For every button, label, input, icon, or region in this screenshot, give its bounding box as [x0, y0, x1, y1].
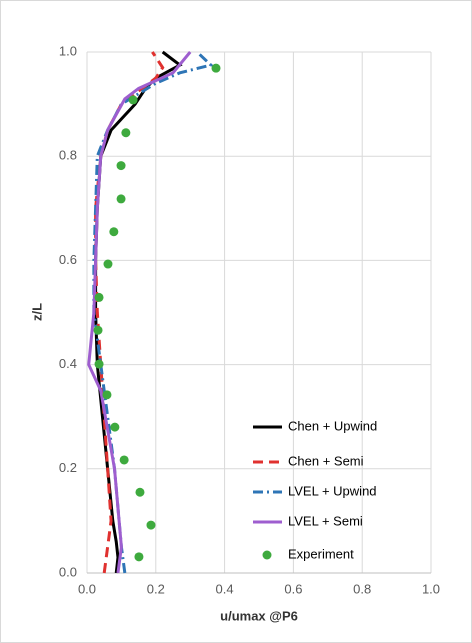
y-axis-title: z/L: [29, 303, 44, 321]
x-tick-label: 0.8: [353, 581, 371, 596]
legend-marker: [262, 550, 272, 560]
data-point: [119, 455, 129, 465]
data-point: [93, 325, 103, 335]
y-tick-label: 0.8: [59, 148, 77, 163]
data-point: [121, 128, 131, 138]
data-point: [146, 520, 156, 530]
data-point: [135, 487, 145, 497]
data-point: [109, 227, 119, 237]
x-axis-title: u/umax @P6: [220, 608, 298, 623]
data-point: [116, 194, 126, 204]
legend-label: Experiment: [288, 546, 354, 561]
y-tick-label: 0.4: [59, 356, 77, 371]
data-point: [134, 552, 144, 562]
x-tick-label: 0.6: [284, 581, 302, 596]
data-point: [110, 422, 120, 432]
series-line: [87, 51, 192, 574]
data-point: [94, 359, 104, 369]
x-tick-label: 0.4: [216, 581, 234, 596]
data-point: [211, 63, 221, 73]
data-point: [102, 390, 112, 400]
y-tick-label: 1.0: [59, 43, 77, 58]
x-tick-label: 1.0: [422, 581, 440, 596]
legend-label: Chen + Semi: [288, 453, 364, 468]
data-point: [94, 292, 104, 302]
data-point: [116, 161, 126, 171]
y-tick-label: 0.0: [59, 564, 77, 579]
data-point: [103, 259, 113, 269]
x-tick-label: 0.2: [147, 581, 165, 596]
x-tick-label: 0.0: [78, 581, 96, 596]
legend-label: Chen + Upwind: [288, 418, 377, 433]
legend-label: LVEL + Semi: [288, 513, 363, 528]
data-point: [128, 95, 138, 105]
legend-label: LVEL + Upwind: [288, 483, 377, 498]
y-tick-label: 0.6: [59, 252, 77, 267]
y-tick-label: 0.2: [59, 460, 77, 475]
